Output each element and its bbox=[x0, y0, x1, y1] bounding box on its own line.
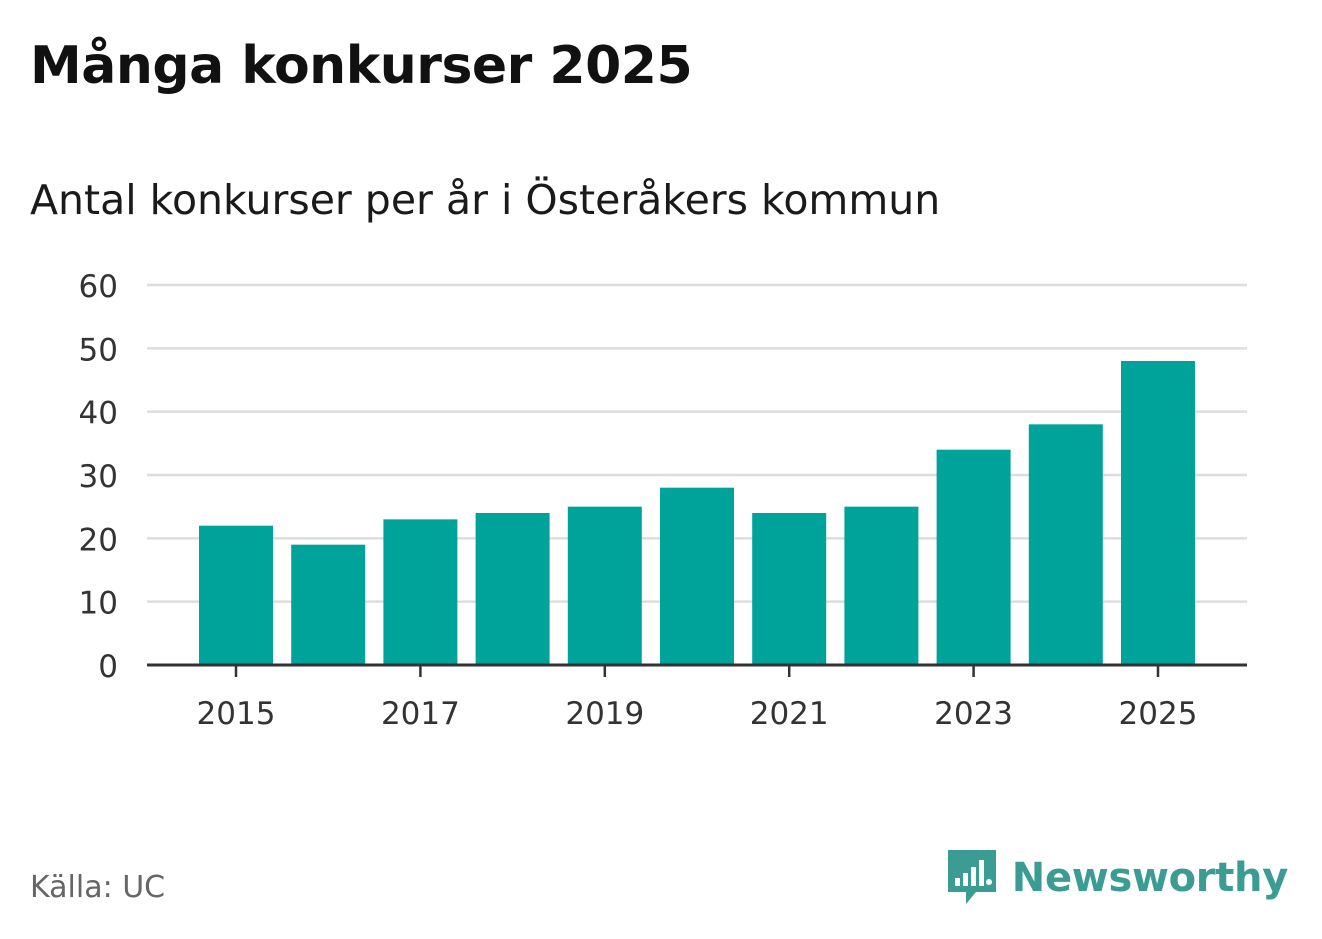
bar-2016 bbox=[291, 544, 366, 665]
bar-chart: 0 10 20 30 40 50 60 2015 2017 2019 2021 2023 2025 bbox=[79, 269, 1247, 732]
x-tick-label-2023: 2023 bbox=[934, 696, 1013, 732]
bar-2018 bbox=[475, 513, 550, 665]
bar-2025 bbox=[1121, 361, 1195, 665]
source-note: Källa: UC bbox=[30, 870, 166, 905]
bars bbox=[199, 361, 1195, 665]
y-tick-label-60: 60 bbox=[79, 269, 118, 305]
bar-2019 bbox=[567, 506, 642, 665]
x-tick-label-2015: 2015 bbox=[197, 696, 276, 732]
brand-name: Newsworthy bbox=[1011, 855, 1289, 901]
bar-2020 bbox=[660, 487, 734, 665]
x-tick-label-2019: 2019 bbox=[565, 696, 644, 732]
x-tick-label-2025: 2025 bbox=[1119, 696, 1198, 732]
y-tick-label-30: 30 bbox=[79, 459, 118, 495]
y-tick-label-50: 50 bbox=[79, 332, 118, 368]
bar-2021 bbox=[752, 513, 827, 665]
y-tick-label-20: 20 bbox=[79, 522, 118, 558]
tick-labels: 0 10 20 30 40 50 60 2015 2017 2019 2021 2023 2025 bbox=[79, 269, 1198, 732]
bar-2015 bbox=[199, 525, 273, 665]
axes bbox=[147, 663, 1247, 677]
chart-title: Många konkurser 2025 bbox=[30, 36, 693, 96]
y-tick-label-10: 10 bbox=[79, 586, 118, 622]
newsworthy-logo-icon bbox=[947, 850, 996, 904]
bar-2022 bbox=[844, 506, 919, 665]
y-tick-label-0: 0 bbox=[98, 649, 118, 685]
y-tick-label-40: 40 bbox=[79, 396, 118, 432]
bar-2023 bbox=[936, 449, 1011, 665]
bar-2017 bbox=[383, 519, 458, 665]
brand-logo: Newsworthy bbox=[946, 846, 1288, 910]
chart-subtitle: Antal konkurser per år i Österåkers komm… bbox=[30, 176, 941, 224]
bar-2024 bbox=[1028, 424, 1103, 665]
x-tick-label-2017: 2017 bbox=[381, 696, 460, 732]
x-tick-label-2021: 2021 bbox=[750, 696, 829, 732]
